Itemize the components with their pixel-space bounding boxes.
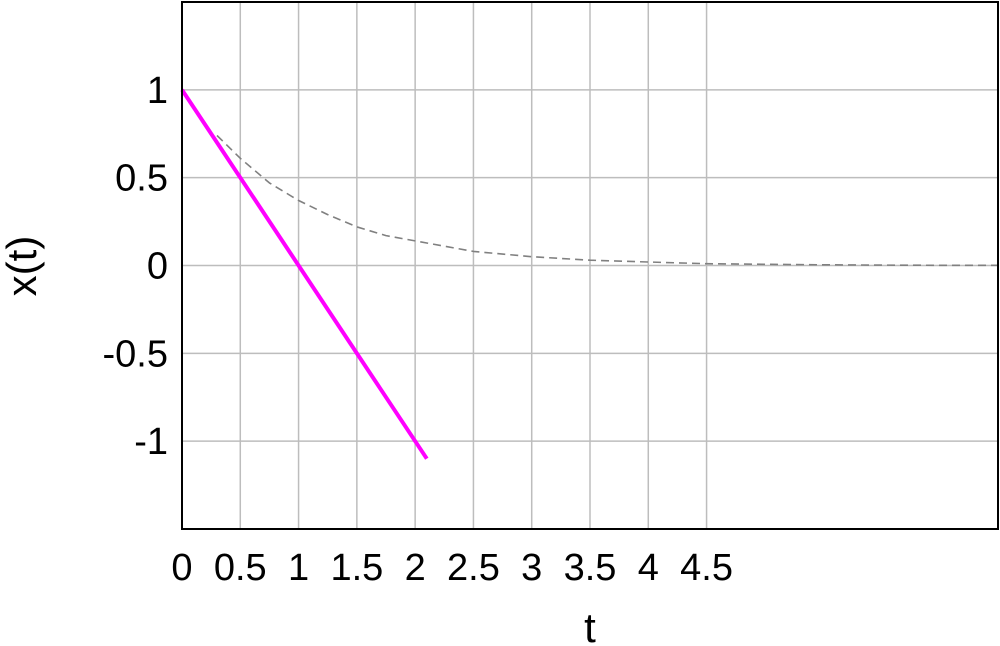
y-tick-label: 1 bbox=[147, 70, 168, 112]
x-axis-title: t bbox=[584, 604, 596, 646]
y-tick-label: 0.5 bbox=[115, 158, 168, 200]
x-tick-label: 1 bbox=[288, 547, 309, 589]
x-tick-label: 0.5 bbox=[214, 547, 267, 589]
x-tick-label: 0 bbox=[171, 547, 192, 589]
plot-frame bbox=[181, 1, 999, 530]
x-tick-label: 2 bbox=[405, 547, 426, 589]
series-layer bbox=[180, 88, 998, 460]
y-tick-label: -1 bbox=[134, 421, 168, 463]
y-axis-title: x(t) bbox=[0, 236, 45, 297]
y-tick-label: 0 bbox=[147, 246, 168, 288]
y-tick-label: -0.5 bbox=[103, 333, 168, 375]
x-tick-label: 2.5 bbox=[447, 547, 500, 589]
x-tick-label: 3 bbox=[521, 547, 542, 589]
x-tick-label: 3.5 bbox=[564, 547, 617, 589]
tick-labels: 0 0.5 1 1.5 2 2.5 3 3.5 4 4.5 1 0.5 0 -0.5 -1 bbox=[103, 70, 733, 589]
x-tick-label: 1.5 bbox=[330, 547, 383, 589]
dashed-series-line bbox=[216, 134, 998, 267]
grid bbox=[182, 2, 998, 529]
solid-series-line bbox=[180, 88, 429, 460]
x-tick-label: 4 bbox=[638, 547, 659, 589]
x-tick-label: 4.5 bbox=[680, 547, 733, 589]
